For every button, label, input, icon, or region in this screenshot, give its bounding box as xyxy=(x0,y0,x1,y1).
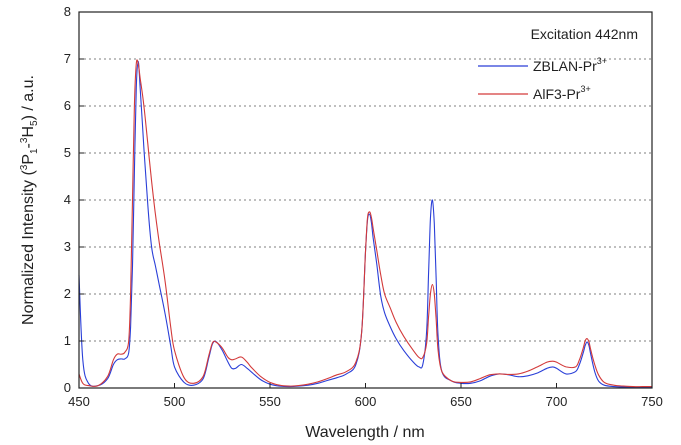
y-tick-label-8: 8 xyxy=(64,4,71,19)
y-tick-label-7: 7 xyxy=(64,51,71,66)
legend-label-alf3: AlF3-Pr3+ xyxy=(533,84,591,102)
legend: ZBLAN-Pr3+ AlF3-Pr3+ xyxy=(478,56,607,102)
y-axis-label: Normalized Intensity (3P1-3H5) / a.u. xyxy=(19,75,40,325)
y-tick-label-6: 6 xyxy=(64,98,71,113)
legend-sup-zblan: 3+ xyxy=(597,56,607,66)
x-tick-label-650: 650 xyxy=(450,394,472,409)
x-tick-label-600: 600 xyxy=(355,394,377,409)
y-tick-label-3: 3 xyxy=(64,239,71,254)
y-tick-label-2: 2 xyxy=(64,286,71,301)
x-axis-label: Wavelength / nm xyxy=(305,424,424,441)
legend-sup-alf3: 3+ xyxy=(580,84,590,94)
y-tick-label-4: 4 xyxy=(64,192,71,207)
legend-name-alf3: AlF3-Pr xyxy=(533,86,581,102)
annotation-text: Excitation 442nm xyxy=(531,26,638,42)
x-tick-label-700: 700 xyxy=(546,394,568,409)
x-tick-label-550: 550 xyxy=(259,394,281,409)
legend-name-zblan: ZBLAN-Pr xyxy=(533,58,597,74)
y-tick-label-5: 5 xyxy=(64,145,71,160)
y-tick-label-1: 1 xyxy=(64,333,71,348)
y-tick-label-0: 0 xyxy=(64,380,71,395)
legend-label-zblan: ZBLAN-Pr3+ xyxy=(533,56,607,74)
series-group xyxy=(78,59,653,388)
grid xyxy=(79,58,652,342)
series-line-1 xyxy=(78,59,653,388)
ticks: 0 1 2 3 4 5 6 7 8 450 500 550 600 650 700 750 xyxy=(64,4,663,409)
x-tick-label-450: 450 xyxy=(68,394,90,409)
x-tick-label-500: 500 xyxy=(164,394,186,409)
x-tick-label-750: 750 xyxy=(641,394,663,409)
